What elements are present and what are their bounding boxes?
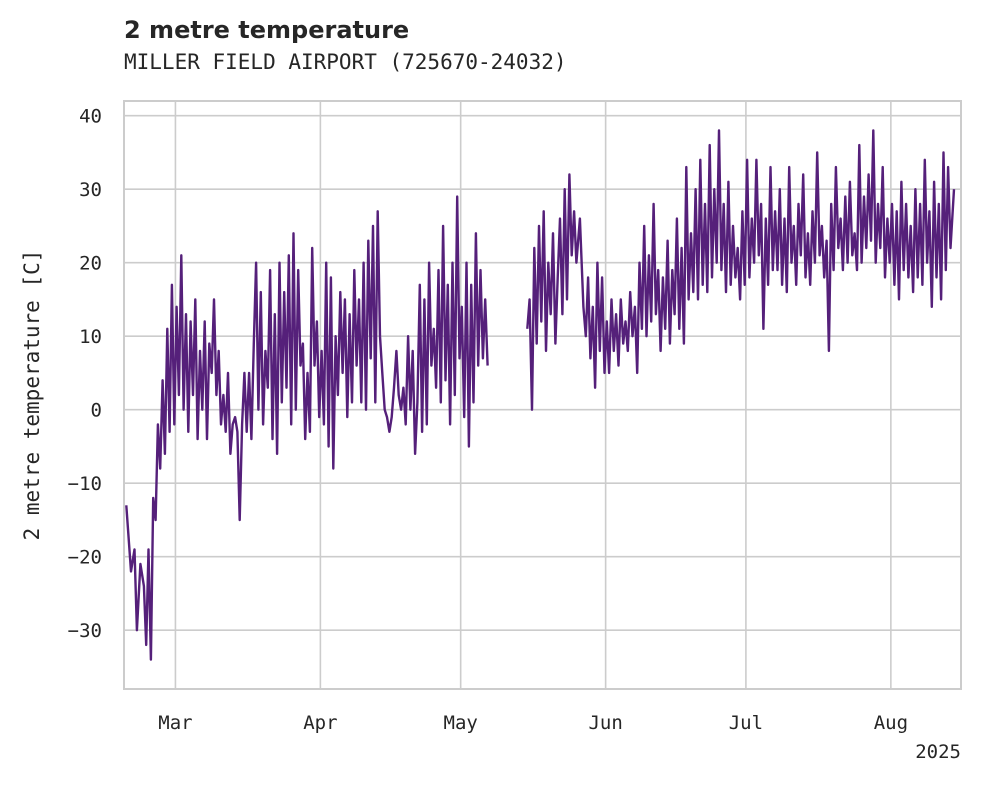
year-label: 2025 xyxy=(915,741,961,763)
plot-frame xyxy=(123,100,962,690)
y-tick-label: −10 xyxy=(68,473,102,495)
y-tick-label: 0 xyxy=(91,400,102,422)
chart-subtitle: MILLER FIELD AIRPORT (725670-24032) xyxy=(124,50,567,74)
x-tick-label: Mar xyxy=(158,712,192,734)
x-tick-label: Jun xyxy=(588,712,622,734)
x-tick-label: Apr xyxy=(303,712,337,734)
x-tick-label: Aug xyxy=(874,712,908,734)
y-axis-label: 2 metre temperature [C] xyxy=(20,250,44,541)
x-tick-label: May xyxy=(444,712,478,734)
y-tick-label: −30 xyxy=(68,620,102,642)
data-lines xyxy=(125,129,956,661)
chart-title: 2 metre temperature xyxy=(124,16,410,44)
temperature-series-line-2 xyxy=(526,129,956,411)
y-tick-label: 10 xyxy=(79,326,102,348)
x-tick-labels: Mar Apr May Jun Jul Aug xyxy=(158,712,908,734)
x-tick-label: Jul xyxy=(729,712,763,734)
y-tick-labels: 40 30 20 10 0 −10 −20 −30 xyxy=(68,106,102,643)
y-tick-label: 30 xyxy=(79,179,102,201)
y-tick-label: −20 xyxy=(68,547,102,569)
y-tick-label: 40 xyxy=(79,106,102,128)
y-tick-label: 20 xyxy=(79,253,102,275)
temperature-series-line-1 xyxy=(125,195,489,661)
